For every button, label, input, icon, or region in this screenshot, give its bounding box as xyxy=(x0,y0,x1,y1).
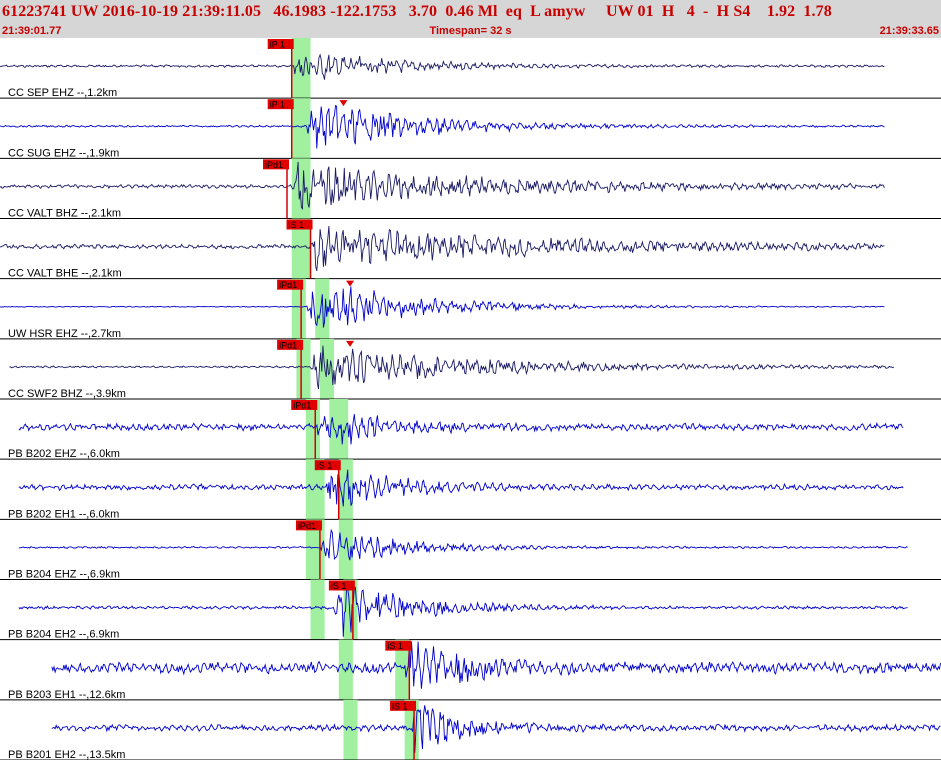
waveform-trace xyxy=(0,161,885,210)
trace-row[interactable]: iS 1 PB B202 EH1 --,6.0km xyxy=(0,459,941,520)
trace-row[interactable]: iP 1 CC SEP EHZ --,1.2km xyxy=(0,38,941,99)
phase-pick-label-bg xyxy=(263,159,290,170)
phase-window-shade xyxy=(343,699,358,760)
channel-label: CC VALT BHZ --,2.1km xyxy=(8,208,121,220)
phase-pick-label-bg xyxy=(286,219,313,230)
phase-pick-label-bg xyxy=(328,580,355,591)
event-summary-line: 61223741 UW 2016-10-19 21:39:11.05 46.19… xyxy=(2,3,832,20)
trace-row[interactable]: iS 1 CC VALT BHE --,2.1km xyxy=(0,218,941,280)
window-start-time: 21:39:01.77 xyxy=(2,25,62,37)
channel-label: PB B201 EH2 --,13.5km xyxy=(8,749,125,760)
phase-window-shade xyxy=(305,459,325,520)
amplitude-marker-icon xyxy=(346,280,355,287)
event-header: 61223741 UW 2016-10-19 21:39:11.05 46.19… xyxy=(0,0,941,38)
timespan-label: Timespan= 32 s xyxy=(429,25,512,37)
waveform-trace xyxy=(18,528,908,561)
trace-row[interactable]: iPd1 UW HSR EHZ --,2.7km xyxy=(0,278,941,340)
phase-pick-label: iS 1 xyxy=(392,701,408,711)
waveform-trace xyxy=(18,414,904,445)
trace-row[interactable]: iPd1 PB B204 EHZ --,6.9km xyxy=(0,519,941,581)
seismogram-panel[interactable]: iP 1 CC SEP EHZ --,1.2km iP 1 CC SUG EHZ --… xyxy=(0,38,941,760)
phase-pick-label: iPd1 xyxy=(298,521,316,531)
phase-pick-label: iPd1 xyxy=(279,340,297,350)
trace-row[interactable]: iPd1 PB B202 EHZ --,6.0km xyxy=(0,399,941,460)
phase-window-shade xyxy=(395,639,410,700)
amplitude-marker-icon xyxy=(339,100,348,107)
channel-label: CC SWF2 BHZ --,3.9km xyxy=(8,388,126,400)
phase-pick-label-bg xyxy=(267,39,294,49)
waveform-trace xyxy=(0,104,885,149)
trace-row[interactable]: iS 1 PB B201 EH2 --,13.5km xyxy=(0,699,941,760)
channel-label: PB B204 EH2 --,6.9km xyxy=(8,629,119,641)
waveform-trace xyxy=(0,53,885,80)
phase-pick-label-bg xyxy=(295,520,322,531)
channel-label: CC SUG EHZ --,1.9km xyxy=(8,147,119,159)
phase-pick-label: iS 1 xyxy=(387,641,403,651)
trace-row[interactable]: iS 1 PB B203 EH1 --,12.6km xyxy=(0,639,941,701)
phase-pick-label-bg xyxy=(390,700,417,711)
phase-pick-label: iS 1 xyxy=(331,581,347,591)
phase-window-shade xyxy=(315,278,330,339)
phase-pick-label-bg xyxy=(267,99,294,110)
phase-window-shade xyxy=(291,218,311,279)
phase-window-shade xyxy=(291,278,306,339)
waveform-trace xyxy=(0,225,885,272)
phase-pick-label-bg xyxy=(277,279,304,290)
phase-window-shade xyxy=(305,399,320,460)
phase-window-shade xyxy=(310,579,325,640)
channel-label: PB B204 EHZ --,6.9km xyxy=(8,569,120,581)
channel-label: PB B202 EH1 --,6.0km xyxy=(8,508,119,520)
waveform-trace xyxy=(9,345,895,390)
phase-pick-label-bg xyxy=(291,400,318,410)
trace-row[interactable]: iP 1 CC SUG EHZ --,1.9km xyxy=(0,98,941,159)
phase-pick-label-bg xyxy=(277,339,304,350)
phase-window-shade xyxy=(291,98,311,159)
phase-pick-label: iPd1 xyxy=(293,401,311,411)
window-end-time: 21:39:33.65 xyxy=(879,25,939,37)
phase-pick-label: iP 1 xyxy=(270,40,285,50)
phase-window-shade xyxy=(296,338,311,399)
waveform-trace xyxy=(51,705,941,753)
phase-pick-label: iS 1 xyxy=(317,461,333,471)
waveform-trace xyxy=(51,641,941,689)
phase-pick-label: iPd1 xyxy=(265,160,283,170)
phase-pick-label: iP 1 xyxy=(270,100,285,110)
waveform-trace xyxy=(0,286,885,328)
waveform-trace xyxy=(18,469,904,507)
phase-pick-label-bg xyxy=(385,640,412,651)
phase-pick-label: iPd1 xyxy=(279,280,297,290)
phase-window-shade xyxy=(338,519,353,580)
phase-pick-label-bg xyxy=(314,460,341,471)
amplitude-marker-icon xyxy=(346,340,355,347)
channel-label: UW HSR EHZ --,2.7km xyxy=(8,328,121,340)
trace-row[interactable]: iS 1 PB B204 EH2 --,6.9km xyxy=(0,579,941,641)
trace-row[interactable]: iPd1 CC VALT BHZ --,2.1km xyxy=(0,158,941,220)
phase-pick-label: iS 1 xyxy=(289,220,305,230)
waveform-trace xyxy=(18,586,908,637)
trace-row[interactable]: iPd1 CC SWF2 BHZ --,3.9km xyxy=(0,338,941,400)
channel-label: CC SEP EHZ --,1.2km xyxy=(8,87,117,99)
phase-window-shade xyxy=(291,158,311,219)
channel-label: PB B203 EH1 --,12.6km xyxy=(8,689,125,701)
channel-label: PB B202 EHZ --,6.0km xyxy=(8,448,120,460)
phase-window-shade xyxy=(338,459,353,520)
channel-label: CC VALT BHE --,2.1km xyxy=(8,268,122,280)
